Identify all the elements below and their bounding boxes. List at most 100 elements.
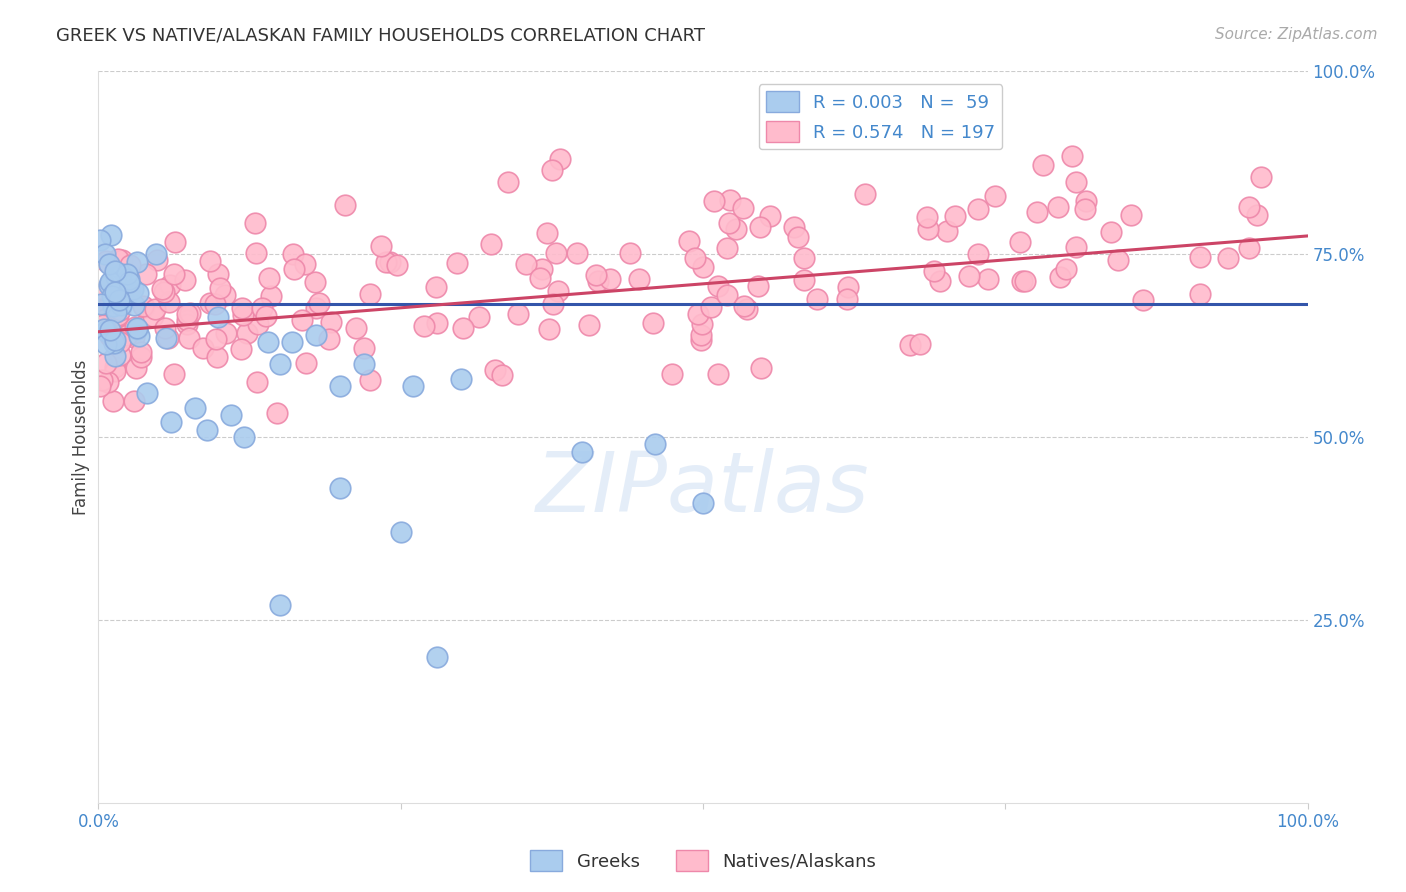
Point	[548, 152, 571, 166]
Point	[159, 294, 181, 309]
Point	[153, 321, 176, 335]
Point	[117, 275, 139, 289]
Point	[700, 301, 723, 315]
Point	[110, 252, 132, 267]
Point	[94, 356, 117, 370]
Point	[690, 327, 713, 342]
Point	[104, 269, 127, 284]
Point	[353, 341, 375, 355]
Point	[98, 323, 121, 337]
Point	[232, 430, 254, 444]
Point	[108, 335, 131, 350]
Y-axis label: Family Households: Family Households	[72, 359, 90, 515]
Point	[89, 379, 111, 393]
Point	[1060, 149, 1083, 163]
Point	[104, 305, 127, 319]
Point	[127, 321, 149, 335]
Point	[1121, 208, 1143, 222]
Point	[707, 368, 730, 382]
Point	[281, 247, 304, 261]
Point	[529, 271, 551, 285]
Point	[101, 393, 124, 408]
Point	[571, 444, 593, 458]
Point	[506, 306, 529, 320]
Point	[718, 217, 741, 231]
Point	[256, 334, 278, 349]
Point	[283, 262, 305, 277]
Point	[98, 328, 121, 343]
Point	[578, 318, 600, 332]
Point	[215, 326, 238, 340]
Point	[540, 162, 562, 177]
Point	[89, 301, 111, 316]
Point	[402, 379, 425, 393]
Point	[644, 437, 666, 451]
Point	[94, 253, 117, 268]
Point	[104, 285, 127, 299]
Point	[128, 328, 150, 343]
Point	[104, 363, 127, 377]
Point	[496, 175, 519, 189]
Point	[198, 254, 221, 268]
Point	[375, 255, 398, 269]
Point	[735, 302, 758, 317]
Point	[207, 267, 229, 281]
Point	[291, 313, 314, 327]
Point	[184, 401, 207, 415]
Point	[121, 323, 143, 337]
Point	[104, 334, 127, 348]
Point	[329, 481, 352, 495]
Point	[204, 332, 226, 346]
Point	[370, 238, 392, 252]
Point	[155, 330, 177, 344]
Point	[107, 252, 129, 267]
Point	[1189, 287, 1212, 301]
Point	[135, 267, 157, 281]
Point	[121, 326, 143, 340]
Point	[716, 241, 738, 255]
Point	[1107, 253, 1129, 268]
Point	[90, 297, 112, 311]
Point	[108, 302, 131, 317]
Point	[359, 287, 381, 301]
Point	[977, 271, 1000, 285]
Point	[107, 317, 129, 331]
Text: ZIPatlas: ZIPatlas	[536, 448, 870, 529]
Point	[484, 363, 506, 377]
Point	[426, 649, 449, 664]
Point	[690, 318, 713, 332]
Point	[1237, 241, 1260, 255]
Point	[110, 297, 132, 311]
Point	[917, 222, 939, 236]
Point	[124, 320, 146, 334]
Point	[1049, 270, 1071, 285]
Point	[426, 316, 449, 330]
Point	[103, 336, 125, 351]
Point	[967, 247, 990, 261]
Point	[678, 234, 700, 248]
Point	[89, 233, 111, 247]
Point	[257, 271, 280, 285]
Point	[146, 252, 169, 267]
Point	[129, 350, 152, 364]
Point	[319, 315, 342, 329]
Point	[786, 230, 808, 244]
Point	[104, 349, 127, 363]
Point	[101, 289, 124, 303]
Point	[783, 219, 806, 234]
Point	[131, 344, 153, 359]
Point	[1239, 200, 1261, 214]
Point	[108, 293, 131, 307]
Point	[143, 301, 166, 316]
Point	[132, 300, 155, 314]
Point	[97, 257, 120, 271]
Point	[243, 216, 266, 230]
Point	[567, 245, 589, 260]
Point	[174, 273, 197, 287]
Point	[105, 294, 128, 309]
Point	[692, 496, 714, 510]
Point	[547, 285, 569, 299]
Point	[413, 319, 436, 334]
Point	[176, 312, 198, 326]
Point	[924, 264, 946, 278]
